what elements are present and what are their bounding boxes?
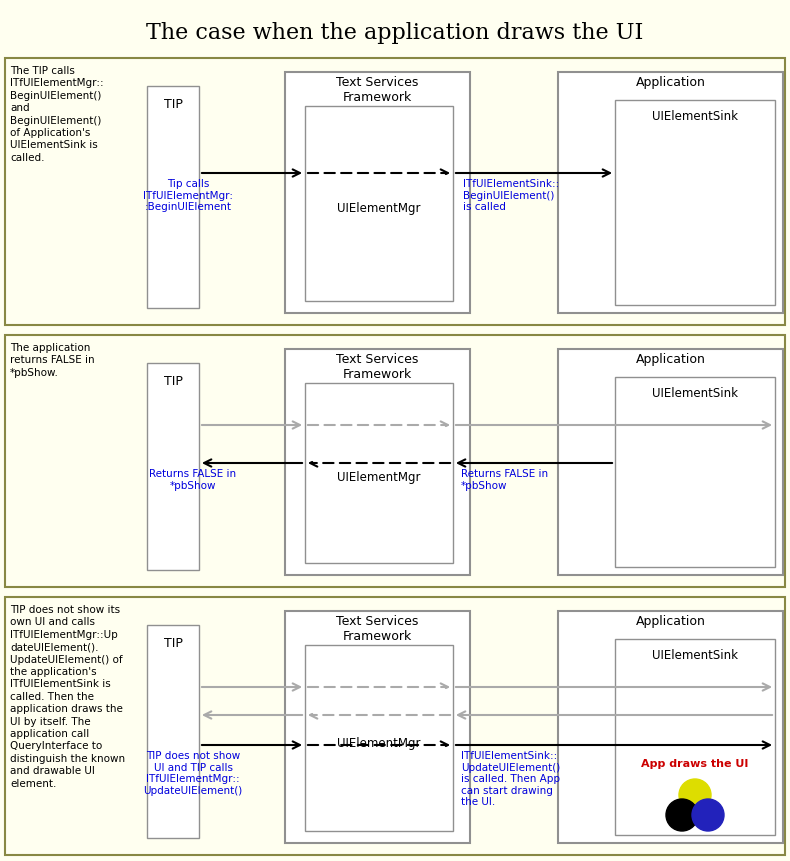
Text: UIElementMgr: UIElementMgr [337, 472, 421, 485]
Text: Text Services
Framework: Text Services Framework [337, 353, 419, 381]
Text: Text Services
Framework: Text Services Framework [337, 615, 419, 643]
Text: TIP: TIP [164, 637, 182, 650]
Text: UIElementSink: UIElementSink [652, 649, 738, 662]
Text: TIP does not show
UI and TIP calls
ITfUIElementMgr::
UpdateUIElement(): TIP does not show UI and TIP calls ITfUI… [143, 751, 243, 796]
Text: Application: Application [636, 353, 705, 366]
Text: The TIP calls
ITfUIElementMgr::
BeginUIElement()
and
BeginUIElement()
of Applica: The TIP calls ITfUIElementMgr:: BeginUIE… [10, 66, 103, 163]
Bar [615, 100, 775, 305]
Bar [558, 611, 783, 843]
Bar [5, 335, 785, 587]
Text: UIElementSink: UIElementSink [652, 110, 738, 123]
Bar [305, 106, 453, 301]
Bar [558, 349, 783, 575]
Text: Application: Application [636, 76, 705, 89]
Text: The application
returns FALSE in
*pbShow.: The application returns FALSE in *pbShow… [10, 343, 95, 378]
Bar [285, 72, 470, 313]
Bar [305, 383, 453, 563]
Bar [615, 639, 775, 835]
Circle shape [679, 779, 711, 811]
Bar [147, 86, 199, 308]
Text: Returns FALSE in
*pbShow: Returns FALSE in *pbShow [461, 469, 548, 491]
Bar [147, 363, 199, 570]
Bar [285, 349, 470, 575]
Text: Text Services
Framework: Text Services Framework [337, 76, 419, 104]
Text: Application: Application [636, 615, 705, 628]
Circle shape [666, 799, 698, 831]
Text: UIElementSink: UIElementSink [652, 387, 738, 400]
Bar [558, 72, 783, 313]
Bar [285, 611, 470, 843]
Text: Tip calls
ITfUIElementMgr:
:BeginUIElement: Tip calls ITfUIElementMgr: :BeginUIEleme… [143, 179, 233, 212]
Bar [5, 597, 785, 855]
Text: Returns FALSE in
*pbShow: Returns FALSE in *pbShow [149, 469, 236, 491]
Text: TIP: TIP [164, 98, 182, 111]
Circle shape [692, 799, 724, 831]
Text: ITfUIElementSink::
UpdateUIElement()
is called. Then App
can start drawing
the U: ITfUIElementSink:: UpdateUIElement() is … [461, 751, 560, 808]
Bar [615, 377, 775, 567]
Text: UIElementMgr: UIElementMgr [337, 736, 421, 749]
Text: App draws the UI: App draws the UI [641, 759, 749, 769]
Text: The case when the application draws the UI: The case when the application draws the … [146, 22, 644, 44]
Bar [5, 58, 785, 325]
Text: TIP does not show its
own UI and calls
ITfUIElementMgr::Up
dateUIElement().
Upda: TIP does not show its own UI and calls I… [10, 605, 125, 789]
Bar [305, 645, 453, 831]
Text: UIElementMgr: UIElementMgr [337, 202, 421, 215]
Text: TIP: TIP [164, 375, 182, 388]
Text: ITfUIElementSink::
BeginUIElement()
is called: ITfUIElementSink:: BeginUIElement() is c… [463, 179, 559, 212]
Bar [147, 625, 199, 838]
